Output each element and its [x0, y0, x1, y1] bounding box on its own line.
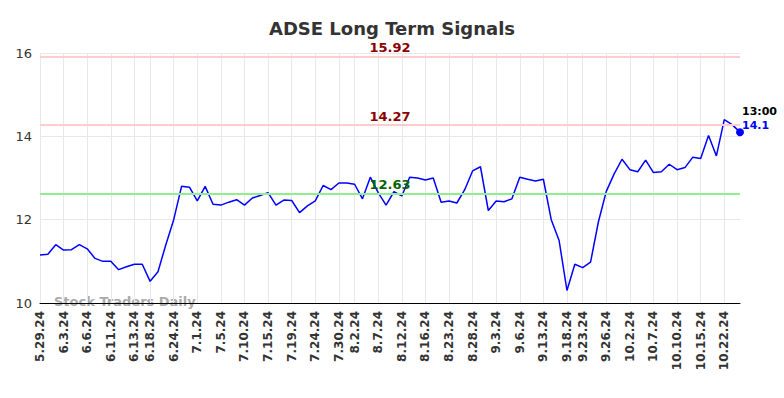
svg-text:Stock Traders Daily: Stock Traders Daily — [54, 294, 196, 309]
svg-text:16: 16 — [15, 46, 32, 61]
svg-text:9.3.24: 9.3.24 — [489, 311, 503, 354]
svg-text:7.19.24: 7.19.24 — [285, 311, 299, 362]
svg-text:9.26.24: 9.26.24 — [599, 311, 613, 362]
svg-text:10.22.24: 10.22.24 — [717, 311, 731, 370]
svg-text:7.1.24: 7.1.24 — [190, 311, 204, 354]
svg-text:12: 12 — [15, 212, 32, 227]
svg-text:7.5.24: 7.5.24 — [214, 311, 228, 354]
svg-text:8.28.24: 8.28.24 — [466, 311, 480, 362]
svg-text:8.2.24: 8.2.24 — [348, 311, 362, 354]
svg-text:ADSE Long Term Signals: ADSE Long Term Signals — [269, 18, 515, 39]
svg-text:10.7.24: 10.7.24 — [646, 311, 660, 362]
svg-text:14: 14 — [15, 129, 32, 144]
svg-text:15.92: 15.92 — [369, 40, 410, 55]
svg-text:9.6.24: 9.6.24 — [513, 311, 527, 354]
svg-text:7.30.24: 7.30.24 — [332, 311, 346, 362]
svg-text:7.24.24: 7.24.24 — [308, 311, 322, 362]
svg-text:8.7.24: 8.7.24 — [371, 311, 385, 354]
svg-text:10.10.24: 10.10.24 — [670, 311, 684, 370]
svg-text:8.23.24: 8.23.24 — [442, 311, 456, 362]
svg-text:7.15.24: 7.15.24 — [261, 311, 275, 362]
svg-text:6.11.24: 6.11.24 — [104, 311, 118, 362]
svg-text:8.16.24: 8.16.24 — [418, 311, 432, 362]
svg-text:7.10.24: 7.10.24 — [237, 311, 251, 362]
svg-text:9.18.24: 9.18.24 — [560, 311, 574, 362]
svg-text:5.29.24: 5.29.24 — [33, 311, 47, 362]
svg-text:13:00: 13:00 — [742, 105, 777, 118]
svg-text:6.3.24: 6.3.24 — [57, 311, 71, 354]
svg-text:14.1: 14.1 — [742, 119, 769, 132]
svg-text:6.13.24: 6.13.24 — [127, 311, 141, 362]
svg-text:6.6.24: 6.6.24 — [80, 311, 94, 354]
svg-text:9.23.24: 9.23.24 — [576, 311, 590, 362]
svg-text:10.2.24: 10.2.24 — [623, 311, 637, 362]
svg-text:6.24.24: 6.24.24 — [167, 311, 181, 362]
svg-text:10.15.24: 10.15.24 — [694, 311, 708, 370]
svg-text:10: 10 — [15, 296, 32, 311]
svg-text:12.63: 12.63 — [369, 177, 410, 192]
svg-text:14.27: 14.27 — [369, 109, 410, 124]
svg-text:8.12.24: 8.12.24 — [395, 311, 409, 362]
svg-text:9.13.24: 9.13.24 — [536, 311, 550, 362]
svg-text:6.18.24: 6.18.24 — [143, 311, 157, 362]
